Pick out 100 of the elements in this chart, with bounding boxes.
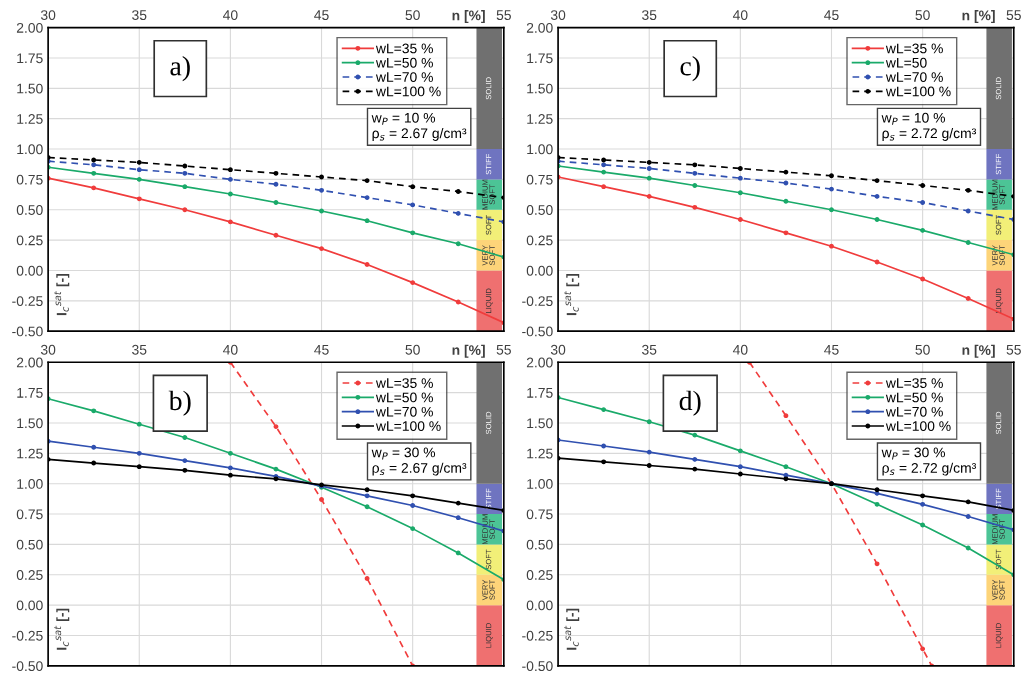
y-axis-title: I$_{c}$$^{sat}$ [-] [564,274,580,316]
y-tick-label: 0.75 [16,509,43,520]
y-tick-label: 1.00 [17,479,43,489]
annotation: w$_{P}$ = 30 % [371,447,436,460]
y-tick-label: 1.75 [17,53,43,64]
x-tick-label: 55 [1006,344,1021,355]
x-tick-label: 55 [496,10,511,20]
legend-label: wL=35 % [885,378,943,388]
annotation: w$_{P}$ = 30 % [881,447,946,460]
annotation: b) [168,390,191,416]
y-tick-label: 2.00 [526,357,553,368]
y-tick-label: 1.50 [17,83,43,94]
x-tick-label: 30 [550,10,566,20]
annotation: ρ$_{s}$ = 2.72 g/cm³ [882,462,977,476]
y-tick-label: 1.00 [17,144,43,155]
y-tick-label: 0.00 [16,265,43,276]
legend-label: wL=70 % [375,72,433,83]
legend-label: wL=70 % [885,406,943,417]
x-tick-label: 35 [642,10,657,20]
legend-label: wL=100 % [885,421,951,431]
y-tick-label: 0.25 [526,235,553,246]
legend-label: wL=35 % [885,43,943,54]
x-tick-label: 30 [40,344,56,355]
legend-label: wL=50 [885,57,927,68]
y-tick-label: -0.25 [522,296,553,307]
y-tick-label: 0.00 [526,265,553,276]
x-tick-label: 40 [223,344,238,355]
y-tick-label: -0.25 [522,630,553,641]
y-tick-label: 1.25 [527,114,553,124]
x-axis-title: n [%] [452,344,485,358]
y-tick-label: -0.25 [12,296,43,307]
y-tick-label: 1.50 [527,418,553,429]
x-tick-label: 55 [496,344,511,355]
legend-label: wL=50 % [375,57,433,68]
y-tick-label: 1.50 [17,418,43,429]
y-tick-label: 1.00 [527,144,553,155]
x-tick-label: 40 [223,10,238,20]
y-tick-label: -0.50 [12,326,43,337]
annotation: ρ$_{s}$ = 2.67 g/cm³ [372,462,467,476]
x-tick-label: 50 [405,344,420,355]
y-tick-label: 1.50 [527,83,553,94]
x-tick-label: 40 [732,344,748,355]
annotation: d) [679,390,701,416]
legend-label: wL=50 % [375,392,433,403]
x-axis-title: n [%] [962,344,995,358]
x-tick-label: 40 [732,10,748,20]
legend-label: wL=35 % [375,43,433,54]
y-axis-title: I$_{c}$$^{sat}$ [-] [54,274,70,316]
x-axis-title: n [%] [452,10,485,24]
y-tick-label: -0.50 [522,326,553,337]
annotation: c) [680,55,700,82]
y-tick-label: 0.50 [16,539,43,550]
legend-label: wL=50 % [885,392,943,403]
y-axis-title: I$_{c}$$^{sat}$ [-] [564,608,580,650]
y-tick-label: 1.75 [527,53,553,64]
x-axis-title: n [%] [962,10,995,24]
y-tick-label: 1.75 [527,388,553,398]
y-tick-label: 0.50 [526,539,553,550]
x-tick-label: 30 [550,344,566,355]
y-tick-label: 0.50 [16,205,43,215]
y-tick-label: 0.75 [16,174,43,185]
legend-label: wL=100 % [885,86,951,97]
x-tick-label: 55 [1006,10,1021,20]
x-tick-label: 45 [314,10,329,20]
y-tick-label: 0.00 [16,600,43,611]
x-tick-label: 50 [915,10,930,20]
x-tick-label: 45 [824,10,839,20]
y-tick-label: 1.25 [527,448,553,459]
y-tick-label: 2.00 [16,357,43,368]
x-tick-label: 35 [642,344,657,355]
annotation: w$_{P}$ = 10 % [371,112,436,125]
y-tick-label: 1.00 [527,479,553,489]
y-tick-label: 2.00 [526,22,553,33]
y-tick-label: 0.25 [16,235,43,246]
x-tick-label: 35 [132,344,147,355]
annotation: ρ$_{s}$ = 2.72 g/cm³ [882,127,977,141]
y-tick-label: 0.75 [526,509,553,520]
legend-label: wL=100 % [375,86,441,97]
x-tick-label: 35 [132,10,147,20]
annotation: a) [170,55,190,82]
y-tick-label: 0.50 [526,205,553,215]
annotation: ρ$_{s}$ = 2.67 g/cm³ [372,127,467,141]
legend-label: wL=35 % [375,378,433,388]
legend-label: wL=70 % [885,72,943,83]
y-tick-label: 1.75 [17,388,43,398]
y-tick-label: 2.00 [16,22,43,33]
x-tick-label: 50 [915,344,930,355]
y-tick-label: -0.25 [12,630,43,641]
y-tick-label: 1.25 [17,114,43,124]
x-tick-label: 50 [405,10,420,20]
x-tick-label: 30 [40,10,56,20]
y-tick-label: -0.50 [12,661,43,672]
y-tick-label: 0.25 [16,570,43,580]
y-tick-label: 0.00 [526,600,553,611]
y-tick-label: 1.25 [17,448,43,459]
y-tick-label: 0.75 [526,174,553,185]
x-tick-label: 45 [314,344,329,355]
y-tick-label: -0.50 [522,661,553,672]
annotation: w$_{P}$ = 10 % [881,112,946,125]
legend-label: wL=70 % [375,406,433,417]
